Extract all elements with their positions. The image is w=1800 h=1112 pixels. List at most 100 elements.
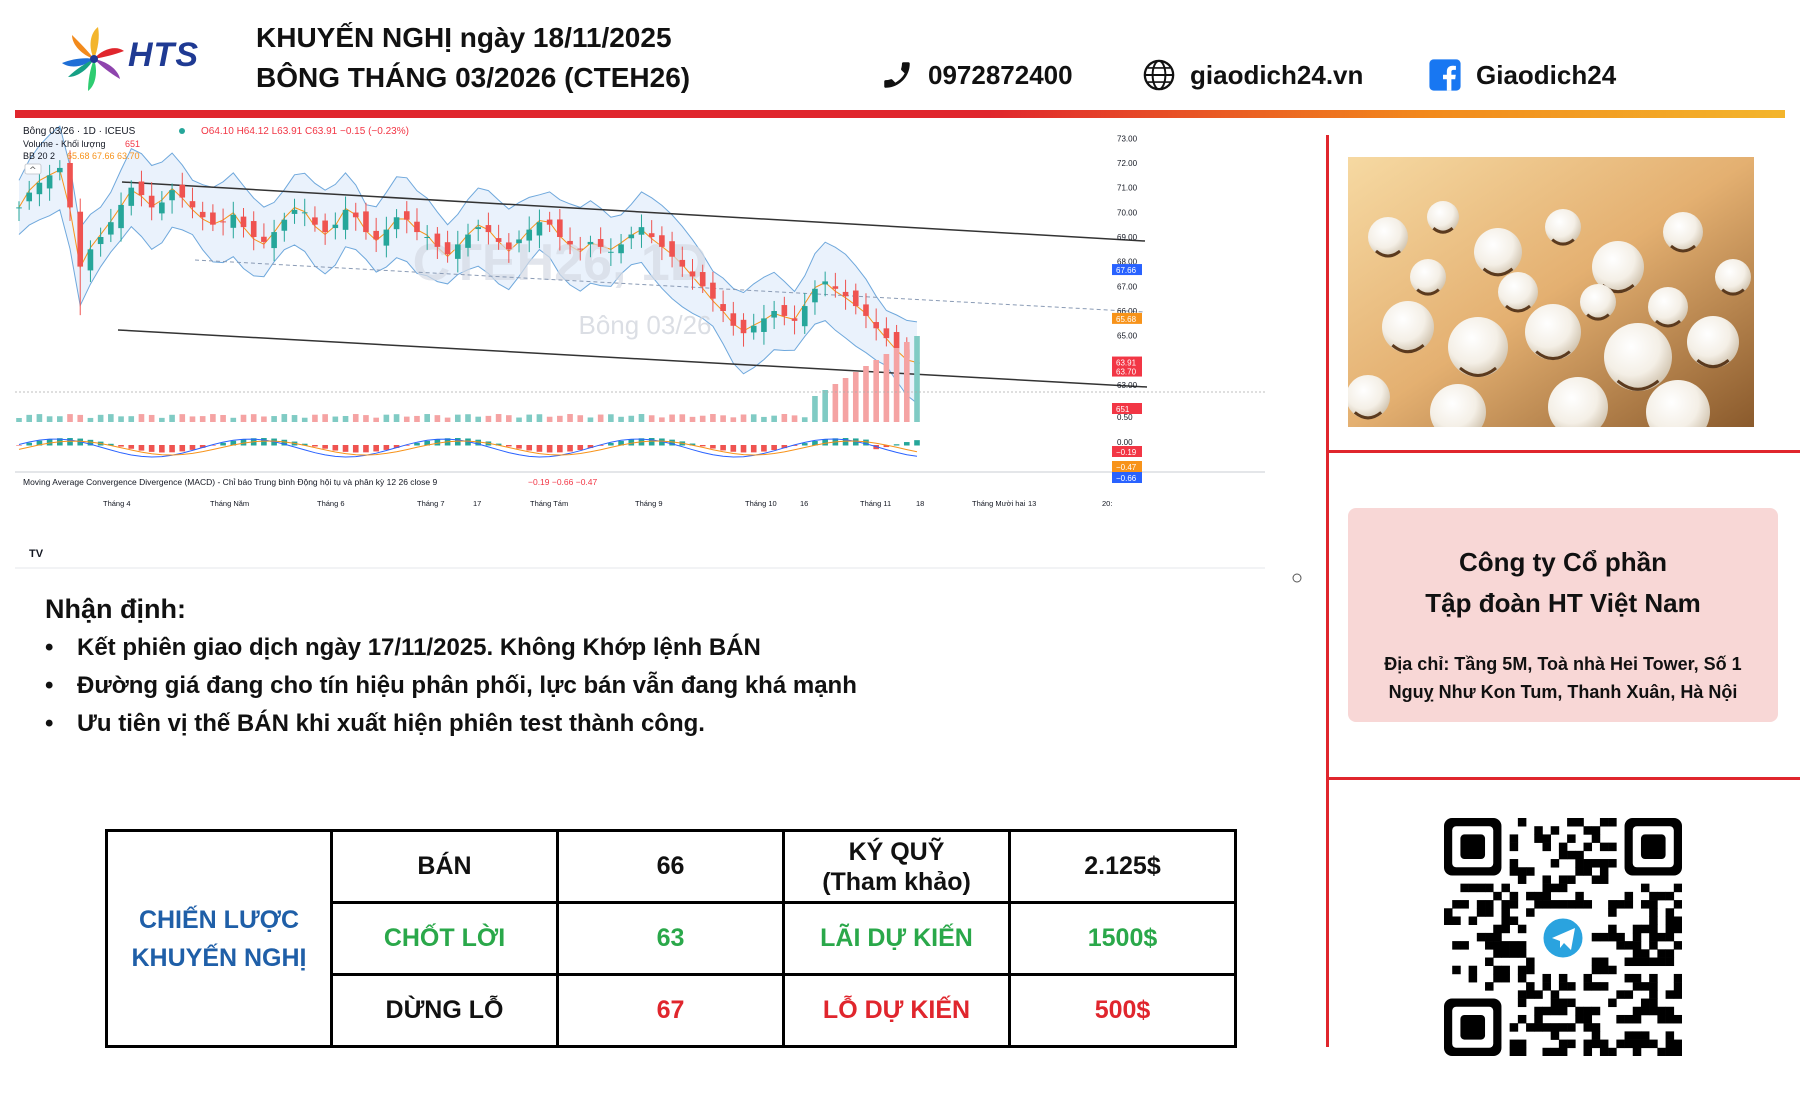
- qr-module: [1501, 973, 1510, 983]
- qr-module: [1567, 850, 1576, 860]
- qr-module: [1665, 1039, 1675, 1049]
- candle-body: [414, 221, 420, 233]
- volume-bar: [648, 415, 655, 422]
- cotton-boll: [1715, 259, 1751, 295]
- macd-histogram-bar: [475, 439, 482, 446]
- volume-bar: [812, 396, 818, 422]
- cotton-boll: [1646, 380, 1710, 427]
- qr-module: [1493, 973, 1502, 983]
- volume-bar: [669, 414, 675, 422]
- qr-module: [1665, 1014, 1675, 1024]
- qr-module: [1542, 973, 1551, 983]
- price-chart[interactable]: CTEH26, 1D Bông 03/26 73.00 72.00 71.00 70.…: [15, 120, 1310, 585]
- qr-module: [1616, 1039, 1625, 1049]
- bollinger-upper: [18, 125, 918, 323]
- qr-module: [1452, 941, 1461, 950]
- cotton-boll: [1687, 316, 1739, 368]
- phone-contact[interactable]: 0972872400: [880, 58, 1073, 92]
- qr-module: [1575, 891, 1584, 901]
- macd-histogram-bar: [710, 445, 716, 449]
- qr-module: [1517, 965, 1527, 975]
- macd-histogram-bar: [363, 445, 369, 453]
- candle-body: [291, 209, 298, 214]
- qr-module: [1526, 908, 1535, 917]
- macd-histogram-bar: [914, 440, 920, 446]
- qr-module: [1649, 1039, 1658, 1049]
- qr-module: [1657, 1014, 1666, 1024]
- qr-module: [1599, 957, 1609, 967]
- price-tick-label: 65.00: [1117, 332, 1138, 341]
- qr-module: [1624, 990, 1634, 999]
- qr-module: [1558, 842, 1568, 852]
- facebook-contact[interactable]: Giaodich24: [1428, 58, 1616, 92]
- qr-module: [1591, 826, 1601, 835]
- macd-histogram-bar: [812, 441, 818, 446]
- qr-module: [1599, 1047, 1609, 1057]
- candle-body: [352, 212, 359, 218]
- website-contact[interactable]: giaodich24.vn: [1142, 58, 1363, 92]
- time-tick-label: Tháng Tám: [530, 499, 568, 508]
- analysis-bullet: • Kết phiên giao dịch ngày 17/11/2025. Kh…: [45, 634, 761, 661]
- qr-code-svg: [1444, 818, 1683, 1057]
- qr-module: [1624, 1031, 1634, 1040]
- macd-histogram-bar: [883, 445, 890, 448]
- macd-histogram-bar: [118, 445, 124, 447]
- volume-bar: [679, 414, 686, 422]
- qr-module: [1550, 998, 1560, 1008]
- qr-module: [1624, 941, 1634, 950]
- candle-body: [720, 304, 726, 311]
- candle-body: [883, 328, 890, 339]
- volume-bar: [26, 414, 33, 422]
- qr-module: [1567, 834, 1576, 843]
- telegram-qr-code[interactable]: [1444, 818, 1683, 1057]
- qr-module: [1517, 924, 1527, 934]
- company-name: Công ty Cổ phần Tập đoàn HT Việt Nam: [1348, 542, 1778, 624]
- channel-upper-line: [121, 181, 1146, 242]
- qr-module: [1542, 883, 1551, 893]
- qr-module: [1649, 916, 1658, 925]
- macd-histogram-bar: [403, 445, 410, 446]
- qr-module: [1567, 1039, 1576, 1049]
- volume-bar: [271, 416, 277, 422]
- candle-body: [812, 288, 818, 303]
- qr-module: [1517, 1047, 1527, 1057]
- volume-bar: [87, 417, 94, 422]
- cotton-stem: [1432, 227, 1454, 234]
- qr-module: [1632, 1006, 1642, 1016]
- qr-module: [1550, 1023, 1560, 1032]
- qr-module: [1583, 1006, 1593, 1016]
- cotton-stem: [1616, 379, 1660, 391]
- qr-module: [1632, 982, 1642, 991]
- qr-module: [1665, 916, 1675, 925]
- candlestick-chart-svg[interactable]: CTEH26, 1D Bông 03/26 73.0072.0071.0070.…: [15, 120, 1310, 585]
- qr-module: [1673, 883, 1683, 893]
- qr-module: [1526, 891, 1535, 901]
- qr-module: [1640, 982, 1650, 991]
- candle-body: [771, 311, 777, 318]
- collapse-legend-button[interactable]: [24, 163, 42, 175]
- trend-channel: [117, 181, 1148, 388]
- qr-module: [1640, 957, 1650, 967]
- qr-module: [1665, 1031, 1675, 1040]
- qr-module: [1501, 900, 1510, 909]
- volume-bar: [77, 414, 84, 422]
- macd-histogram-bar: [312, 445, 318, 447]
- candle-body: [699, 272, 706, 287]
- qr-module: [1640, 1031, 1650, 1040]
- candle-body: [148, 195, 155, 208]
- volume-bar: [699, 415, 706, 422]
- qr-module: [1591, 1023, 1601, 1032]
- qr-module: [1452, 916, 1461, 925]
- candle-body: [199, 211, 206, 218]
- qr-module: [1485, 957, 1494, 967]
- time-tick-label: 16: [800, 499, 808, 508]
- analysis-bullet-text: Kết phiên giao dịch ngày 17/11/2025. Khô…: [77, 634, 761, 661]
- volume-bar: [97, 414, 104, 422]
- chart-ohlc: O64.10 H64.12 L63.91 C63.91 −0.15 (−0.23…: [201, 126, 409, 137]
- settings-icon[interactable]: [1292, 573, 1302, 583]
- time-tick-label: 20:: [1102, 499, 1112, 508]
- candle-body: [138, 181, 145, 196]
- qr-module: [1608, 924, 1617, 934]
- cotton-boll: [1592, 241, 1644, 293]
